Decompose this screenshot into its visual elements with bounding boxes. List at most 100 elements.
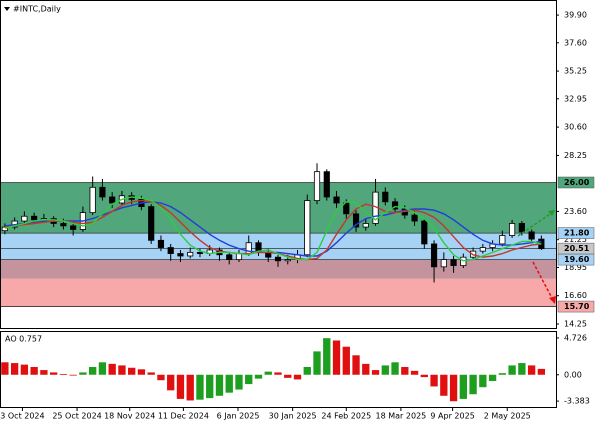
candle-body [440, 259, 447, 268]
y-tick-label: 28.25 [564, 151, 587, 160]
candle-body [60, 223, 67, 227]
ao-bar [206, 374, 214, 399]
ao-bar [469, 374, 477, 395]
x-tick-label: 30 Jan 2025 [269, 412, 317, 421]
ao-bar [30, 366, 38, 375]
ao-bar [1, 362, 9, 375]
x-tick-label: 18 Nov 2024 [104, 412, 155, 421]
y-tick-label: 39.90 [564, 11, 587, 20]
ao-bar [40, 370, 48, 375]
ao-bar [420, 374, 428, 378]
candle-body [187, 251, 194, 257]
level-label-box [557, 253, 595, 266]
candle-body [70, 225, 77, 230]
candle-body [528, 231, 535, 240]
candle-body [167, 247, 174, 254]
candle-body [382, 191, 389, 203]
x-tick-label: 6 Jan 2025 [217, 412, 260, 421]
candle-body [274, 256, 282, 262]
candle-body [304, 200, 311, 256]
ao-bar [293, 374, 302, 380]
candle-body [518, 223, 525, 233]
y-tick-label: 35.25 [564, 67, 587, 76]
ao-bar [69, 374, 77, 376]
candle-body [450, 259, 457, 267]
candle-body [284, 259, 291, 262]
y-tick-label: 4.726 [564, 333, 587, 342]
candle-body [148, 206, 155, 241]
ao-bar [128, 367, 136, 375]
x-tick-label: 25 Oct 2024 [52, 412, 101, 421]
menu-triangle [4, 7, 10, 11]
ao-bar [284, 374, 292, 378]
level-label-box [557, 176, 595, 189]
ao-bar [303, 366, 311, 375]
ao-bar [157, 374, 165, 381]
arrow-up-head [548, 210, 555, 216]
ao-bar [352, 355, 360, 375]
ao-bar [401, 366, 409, 375]
ao-bar [527, 365, 536, 375]
candle-body [343, 202, 350, 215]
candle-body [352, 213, 360, 228]
y-tick-label: 37.60 [564, 38, 587, 47]
ao-bar [459, 374, 467, 399]
ao-bar [537, 368, 546, 375]
ao-bar [498, 373, 507, 375]
candle-body [196, 251, 204, 254]
ao-bar [391, 362, 399, 375]
price-back [0, 182, 556, 307]
level-label: 26.00 [564, 178, 590, 187]
ao-bar [186, 374, 194, 401]
candle-body [411, 214, 418, 222]
ao-bar [196, 374, 204, 400]
ao-bar [49, 372, 58, 375]
candle-body [31, 215, 38, 221]
ao-bar [147, 372, 155, 375]
ao-title: AO 0.757 [5, 335, 42, 344]
y-tick-label: -3.383 [564, 397, 590, 406]
ao-bar [225, 374, 233, 393]
candle-body [333, 196, 340, 204]
y-tick-label: 23.60 [564, 207, 587, 216]
ao-bar [332, 340, 341, 375]
arrow-down [532, 261, 554, 301]
candle-body [421, 220, 428, 245]
y-tick-label: 21.25 [564, 235, 587, 244]
ao-bar [59, 373, 68, 375]
chart-title: #INTC,Daily [13, 5, 61, 14]
candle-body [509, 223, 516, 236]
ao-bar [176, 374, 185, 399]
ao-bar [274, 372, 282, 375]
zone [1, 278, 556, 307]
zone [1, 259, 556, 279]
x-tick-label: 11 Dec 2024 [158, 412, 209, 421]
x-tick-label: 18 Mar 2025 [376, 412, 427, 421]
candle-body [499, 235, 506, 245]
ao-bar [137, 369, 146, 375]
ao-bar [10, 363, 19, 375]
level-label: 15.70 [564, 302, 590, 311]
y-tick-label: 18.95 [564, 263, 587, 272]
y-tick-label: 14.25 [564, 320, 587, 329]
arrow-down-head [549, 296, 556, 304]
y-tick-label: 16.60 [564, 291, 587, 300]
candle-body [226, 254, 233, 260]
x-tick-label: 2 May 2025 [484, 412, 531, 421]
ao-bar [89, 366, 97, 375]
x-tick-label: 9 Apr 2025 [430, 412, 474, 421]
ao-bar [167, 374, 175, 391]
candle-body [89, 186, 96, 214]
level-label: 20.51 [564, 244, 590, 253]
moving-average [4, 196, 542, 262]
arrow-up [517, 211, 554, 237]
ao-bar [79, 372, 87, 375]
ao-bar [410, 370, 419, 375]
ao-bar [371, 370, 380, 375]
candle-body [313, 171, 321, 201]
ao-bar [449, 374, 458, 402]
candle-body [391, 201, 399, 210]
level-label-box [557, 227, 595, 239]
ao-bar [215, 374, 224, 396]
